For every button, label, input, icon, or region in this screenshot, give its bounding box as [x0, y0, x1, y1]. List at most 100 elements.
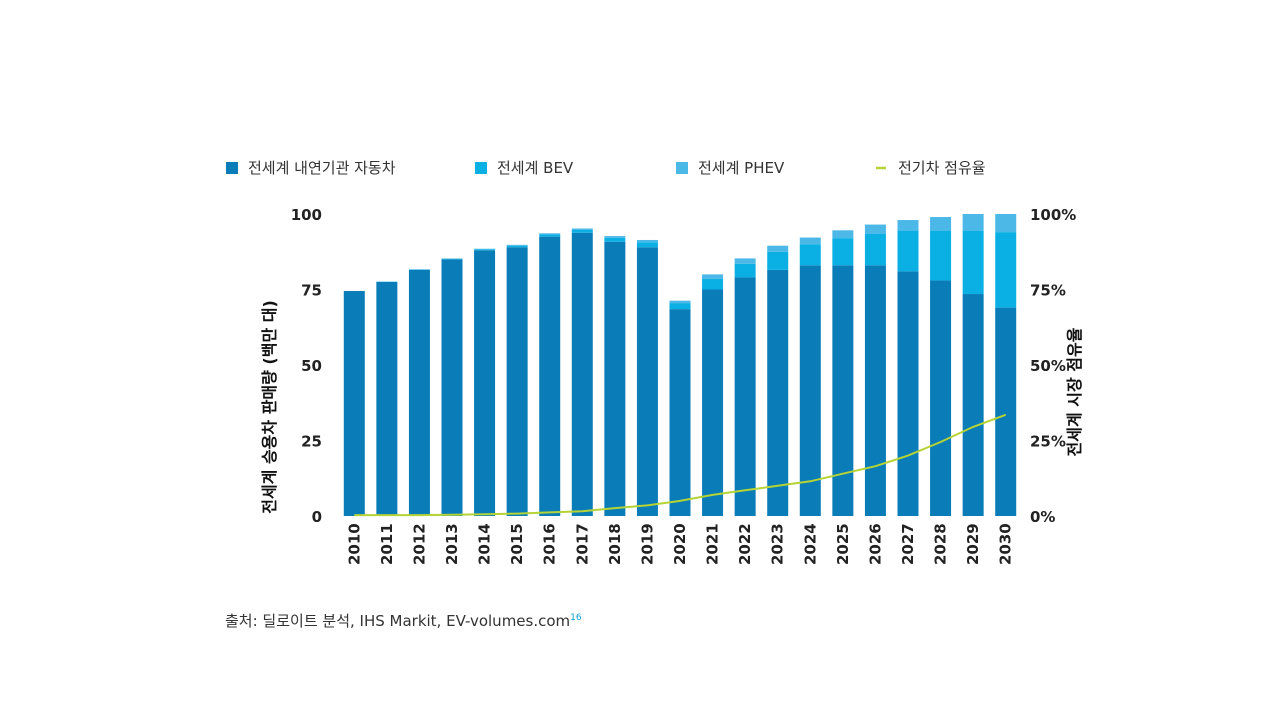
legend-swatch-3: [676, 162, 688, 174]
bar-segment: [604, 237, 626, 242]
bar-segment: [474, 250, 496, 517]
bar-segment: [962, 230, 984, 295]
bar-segment: [506, 247, 528, 516]
bar-segment: [539, 234, 561, 237]
y-axis-title: 전세계 승용차 판매량 (백만 대): [260, 300, 279, 514]
legend-swatch-1: [226, 162, 238, 174]
x-tick-label: 2016: [541, 523, 559, 565]
bar-segment: [702, 274, 724, 279]
y-tick-label: 75: [301, 282, 322, 300]
y2-tick-label: 25%: [1030, 433, 1066, 451]
bar-segment: [930, 280, 952, 516]
bar-segment: [474, 248, 496, 250]
x-tick-label: 2029: [964, 523, 982, 565]
bar-segment: [832, 230, 854, 239]
x-tick-label: 2024: [801, 523, 819, 565]
bar-segment: [441, 258, 463, 260]
bar-segment: [604, 241, 626, 516]
x-tick-label: 2022: [736, 523, 754, 565]
y2-axis-title: 전세계 시장 점유율: [1065, 327, 1084, 456]
bar-segment: [799, 244, 821, 266]
x-tick-label: 2023: [769, 523, 787, 565]
bar-segment: [636, 239, 658, 243]
source-footnote: 16: [570, 613, 582, 623]
x-tick-label: 2013: [443, 523, 461, 565]
bar-segment: [734, 277, 756, 516]
bar-segment: [506, 245, 528, 248]
bar-segment: [343, 291, 365, 516]
bar-segment: [539, 236, 561, 516]
x-tick-label: 2027: [899, 523, 917, 565]
bar-segment: [669, 303, 691, 310]
legend-label-share: 전기차 점유율: [898, 159, 986, 177]
x-tick-label: 2014: [476, 523, 494, 565]
bar-segment: [799, 265, 821, 516]
y-tick-label: 100: [291, 206, 322, 224]
bar-segment: [734, 263, 756, 278]
x-tick-label: 2017: [573, 523, 591, 565]
x-tick-label: 2015: [508, 523, 526, 565]
bar-segment: [995, 214, 1017, 233]
source-text: 출처: 딜로이트 분석, IHS Markit, EV-volumes.com: [225, 612, 571, 630]
legend-label-3: 전세계 PHEV: [698, 159, 785, 177]
bar-segment: [864, 233, 886, 266]
y2-tick-label: 100%: [1030, 206, 1076, 224]
y-tick-label: 25: [301, 433, 322, 451]
bar-segment: [571, 232, 593, 516]
x-tick-label: 2020: [671, 523, 689, 565]
bar-segment: [832, 265, 854, 516]
bar-segment: [571, 228, 593, 231]
x-tick-label: 2028: [932, 523, 950, 565]
bar-segment: [636, 247, 658, 516]
source-note: 출처: 딜로이트 분석, IHS Markit, EV-volumes.com1…: [225, 610, 582, 631]
bar-segment: [864, 265, 886, 516]
bar-segment: [767, 269, 789, 516]
bar-segment: [995, 307, 1017, 516]
bar-segment: [376, 281, 398, 516]
bar-segment: [441, 259, 463, 516]
bar-segment: [636, 242, 658, 248]
y2-tick-label: 50%: [1030, 357, 1066, 375]
bar-segment: [995, 232, 1017, 308]
bar-segment: [702, 289, 724, 516]
x-tick-label: 2025: [834, 523, 852, 565]
x-tick-label: 2021: [704, 523, 722, 565]
bar-segment: [408, 269, 430, 516]
x-tick-label: 2019: [638, 523, 656, 565]
bar-segment: [539, 233, 561, 235]
bar-segment: [897, 230, 919, 272]
x-tick-label: 2030: [997, 523, 1015, 565]
y-tick-label: 0: [312, 508, 322, 526]
bar-segment: [930, 230, 952, 281]
y2-tick-label: 75%: [1030, 282, 1066, 300]
bar-segment: [734, 258, 756, 264]
y-tick-label: 50: [301, 357, 322, 375]
bar-segment: [506, 244, 528, 246]
legend-label-1: 전세계 내연기관 자동차: [248, 159, 396, 177]
bar-segment: [897, 220, 919, 231]
x-tick-label: 2010: [345, 523, 363, 565]
bar-segment: [930, 217, 952, 231]
bar-segment: [474, 249, 496, 251]
bar-segment: [571, 230, 593, 233]
bar-segment: [832, 238, 854, 266]
y2-tick-label: 0%: [1030, 508, 1055, 526]
bar-segment: [702, 278, 724, 290]
bar-segment: [669, 309, 691, 516]
x-tick-label: 2012: [410, 523, 428, 565]
bar-segment: [767, 251, 789, 270]
x-tick-label: 2011: [378, 523, 396, 565]
bar-segment: [669, 300, 691, 304]
bar-segment: [897, 271, 919, 516]
x-tick-label: 2018: [606, 523, 624, 565]
bar-segment: [962, 294, 984, 516]
share-line: [354, 413, 1007, 517]
bar-segment: [767, 245, 789, 252]
bar-segment: [962, 214, 984, 231]
bar-segment: [864, 224, 886, 234]
legend-label-2: 전세계 BEV: [497, 159, 574, 177]
bar-segment: [799, 237, 821, 245]
legend-swatch-2: [475, 162, 487, 174]
